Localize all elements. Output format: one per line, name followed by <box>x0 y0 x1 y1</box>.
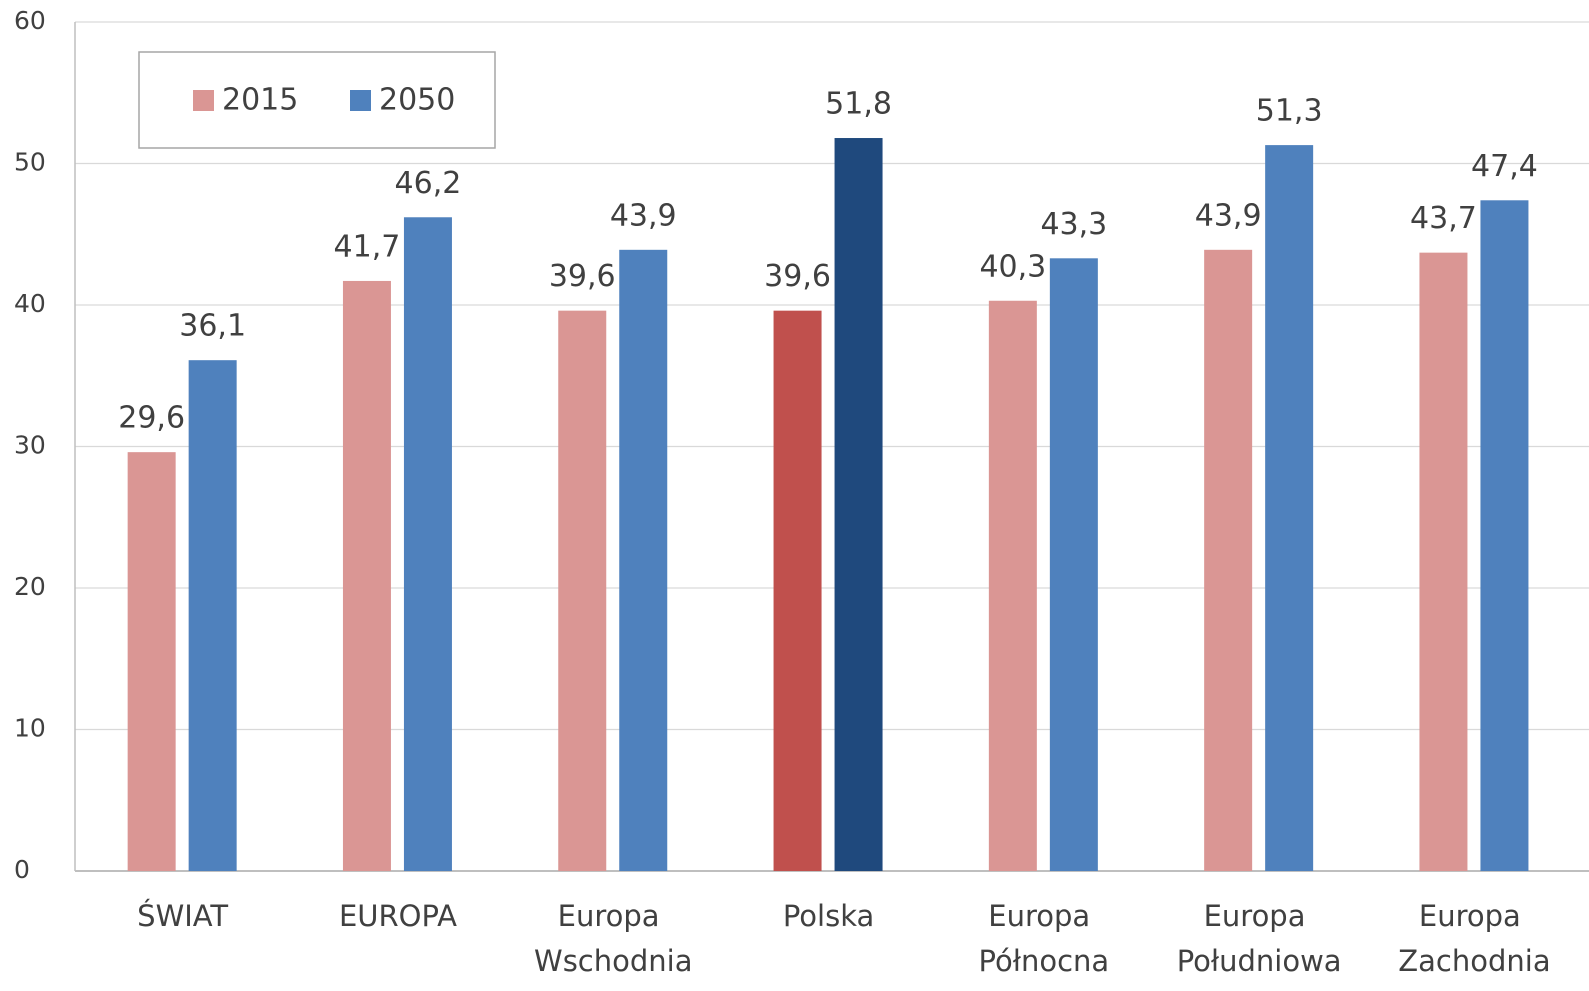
bar <box>404 217 452 871</box>
bar <box>989 301 1037 871</box>
x-tick-label: ŚWIAT <box>137 899 228 933</box>
bar <box>774 311 822 871</box>
y-tick-label: 50 <box>14 148 46 177</box>
y-tick-label: 40 <box>14 289 46 318</box>
y-tick-label: 0 <box>14 855 30 884</box>
data-label: 40,3 <box>979 249 1046 284</box>
x-tick-label: Europa Wschodnia <box>534 899 692 978</box>
data-label: 43,3 <box>1040 207 1107 242</box>
data-label: 51,8 <box>825 87 892 122</box>
x-tick-label: Polska <box>783 899 874 933</box>
x-tick-label: Europa Zachodnia <box>1398 899 1550 978</box>
data-label: 43,7 <box>1410 201 1477 236</box>
chart: 0 10 20 30 40 50 60 ŚWIAT 29,6 36,1 EUROPA 41,7 46,2… <box>0 0 1589 991</box>
bar <box>1204 250 1252 871</box>
y-tick-label: 10 <box>14 714 46 743</box>
x-tick-label: EUROPA <box>339 899 457 933</box>
bar <box>619 250 667 871</box>
data-label: 39,6 <box>764 259 831 294</box>
y-tick-label: 20 <box>14 572 46 601</box>
bar <box>1480 200 1528 871</box>
bar <box>1050 258 1098 871</box>
data-label: 47,4 <box>1471 149 1538 184</box>
data-label: 41,7 <box>334 229 401 264</box>
data-label: 29,6 <box>118 401 185 436</box>
bar <box>835 138 883 871</box>
y-tick-label: 60 <box>14 6 46 35</box>
legend-label: 2050 <box>379 83 455 118</box>
bar <box>189 360 237 871</box>
bar <box>343 281 391 871</box>
x-tick-label: Europa Północna <box>979 899 1110 978</box>
y-tick-label: 30 <box>14 431 46 460</box>
legend-swatch <box>193 90 214 111</box>
bar <box>558 311 606 871</box>
data-label: 51,3 <box>1256 94 1323 129</box>
page: 0 10 20 30 40 50 60 ŚWIAT 29,6 36,1 EUROPA 41,7 46,2… <box>0 0 1589 991</box>
x-tick-label: Europa Południowa <box>1177 899 1342 978</box>
data-label: 39,6 <box>549 259 616 294</box>
data-label: 36,1 <box>179 309 246 344</box>
bar <box>1265 145 1313 871</box>
data-label: 43,9 <box>610 198 677 233</box>
legend-swatch <box>350 90 371 111</box>
bar <box>128 452 176 871</box>
bar <box>1419 253 1467 871</box>
data-label: 43,9 <box>1195 198 1262 233</box>
data-label: 46,2 <box>395 166 462 201</box>
legend-label: 2015 <box>222 83 298 118</box>
